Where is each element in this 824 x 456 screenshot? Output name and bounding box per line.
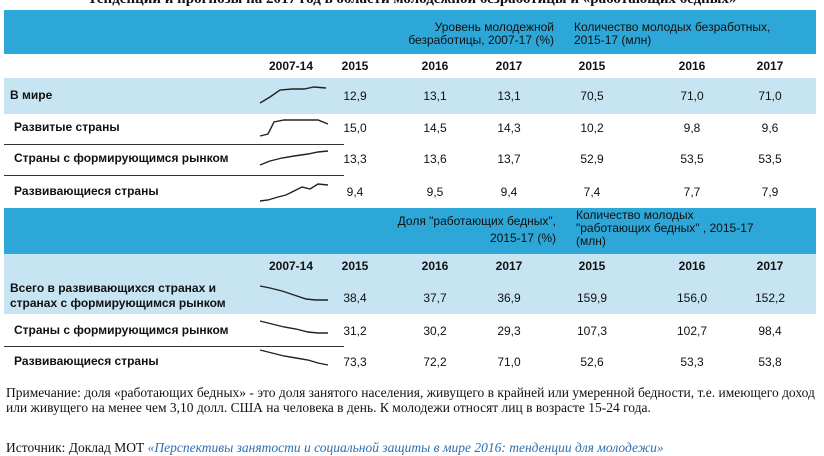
table-cell: 31,2 [343,324,367,338]
table-cell: 38,4 [343,291,367,305]
table-cell: 71,0 [497,355,521,369]
table-cell: 29,3 [497,324,521,338]
table-cell: 53,5 [680,152,704,166]
year-header: 2007-14 [268,59,314,73]
year-header: 2017 [495,59,523,73]
year-header: 2015 [341,259,369,273]
trend-sparkline [259,183,329,202]
working-poor-count-header: Количество молодых "работающих бедных" ,… [576,208,754,248]
year-header: 2015 [341,59,369,73]
trend-sparkline [259,349,329,366]
year-header: 2016 [678,59,706,73]
table-cell: 7,4 [583,185,601,199]
row-divider [4,346,344,347]
table-row-emerging: Страны с формирующимся рынком 13,3 13,6 … [4,145,816,175]
row-label: Развивающиеся страны [14,354,159,368]
table-cell: 10,2 [580,121,604,135]
table-cell: 156,0 [676,291,708,305]
table-cell: 70,5 [580,89,604,103]
table-cell: 30,2 [423,324,447,338]
table-cell: 53,5 [758,152,782,166]
table-row-developing: Развивающиеся страны 9,4 9,5 9,4 7,4 7,7… [4,176,816,208]
trend-sparkline [259,119,329,137]
row-divider [4,144,344,145]
table-row-total-developing-emerging: Всего в развивающихся странах и странах … [4,278,816,314]
year-header: 2015 [578,59,606,73]
table-row-world: В мире 12,9 13,1 13,1 70,5 71,0 71,0 [4,78,816,114]
unemployment-rate-header: Уровень молодежной безработицы, 2007-17 … [408,20,554,47]
table-cell: 152,2 [754,291,786,305]
table-cell: 9,8 [683,121,701,135]
row-label: Развивающиеся страны [14,184,159,198]
table-cell: 7,9 [761,185,779,199]
table-cell: 9,5 [426,185,444,199]
table-cell: 14,3 [497,121,521,135]
year-header: 2016 [678,259,706,273]
year-header: 2017 [756,259,784,273]
row-label: Развитые страны [14,120,120,134]
year-header: 2016 [421,259,449,273]
page-title: Тенденции и прогнозы на 2017 год в облас… [0,0,824,8]
row-divider [4,175,344,176]
table-cell: 71,0 [680,89,704,103]
working-poor-share-header: Доля "работающих бедных", 2015-17 (%) [397,214,556,245]
table-cell: 72,2 [423,355,447,369]
table-cell: 9,4 [500,185,518,199]
row-label: Страны с формирующимся рынком [14,323,229,337]
footnote: Примечание: доля «работающих бедных» - э… [6,385,815,415]
section1-years-row: 2007-14 2015 2016 2017 2015 2016 2017 [4,54,816,78]
table-cell: 13,1 [423,89,447,103]
table-cell: 52,6 [580,355,604,369]
trend-sparkline [259,86,327,104]
table-cell: 13,3 [343,152,367,166]
table-cell: 159,9 [576,291,608,305]
table-cell: 36,9 [497,291,521,305]
table-cell: 53,3 [680,355,704,369]
year-header: 2017 [756,59,784,73]
trend-sparkline [259,150,329,166]
source-line: Источник: Доклад МОТ «Перспективы занято… [6,440,818,456]
row-label: Страны с формирующимся рынком [14,151,229,165]
table-cell: 13,1 [497,89,521,103]
table-cell: 107,3 [576,324,608,338]
section2-header-band: Доля "работающих бедных", 2015-17 (%) Ко… [4,208,816,254]
table-cell: 102,7 [676,324,708,338]
trend-sparkline [259,320,328,334]
table-cell: 52,9 [580,152,604,166]
row-label: Всего в развивающихся странах и странах … [10,281,226,310]
section2-years-row: 2007-14 2015 2016 2017 2015 2016 2017 [4,254,816,278]
source-prefix: Источник: Доклад МОТ [6,440,148,455]
table-cell: 73,3 [343,355,367,369]
table-cell: 12,9 [343,89,367,103]
table-cell: 37,7 [423,291,447,305]
table-cell: 71,0 [758,89,782,103]
table-cell: 14,5 [423,121,447,135]
table-row-developing: Развивающиеся страны 73,3 72,2 71,0 52,6… [4,347,816,379]
source-link[interactable]: «Перспективы занятости и социальной защи… [147,440,664,455]
table-cell: 13,7 [497,152,521,166]
table-cell: 7,7 [683,185,701,199]
trend-sparkline [259,285,328,301]
year-header: 2015 [578,259,606,273]
table-cell: 9,4 [346,185,364,199]
table-cell: 98,4 [758,324,782,338]
table-cell: 9,6 [761,121,779,135]
year-header: 2007-14 [268,259,314,273]
unemployed-count-header: Количество молодых безработных, 2015-17 … [574,20,771,47]
table-row-developed: Развитые страны 15,0 14,5 14,3 10,2 9,8 … [4,114,816,144]
row-label: В мире [10,88,53,102]
year-header: 2017 [495,259,523,273]
year-header: 2016 [421,59,449,73]
table-cell: 15,0 [343,121,367,135]
table-cell: 13,6 [423,152,447,166]
table-cell: 53,8 [758,355,782,369]
section1-header-band: Уровень молодежной безработицы, 2007-17 … [4,10,816,54]
table-row-emerging: Страны с формирующимся рынком 31,2 30,2 … [4,314,816,346]
